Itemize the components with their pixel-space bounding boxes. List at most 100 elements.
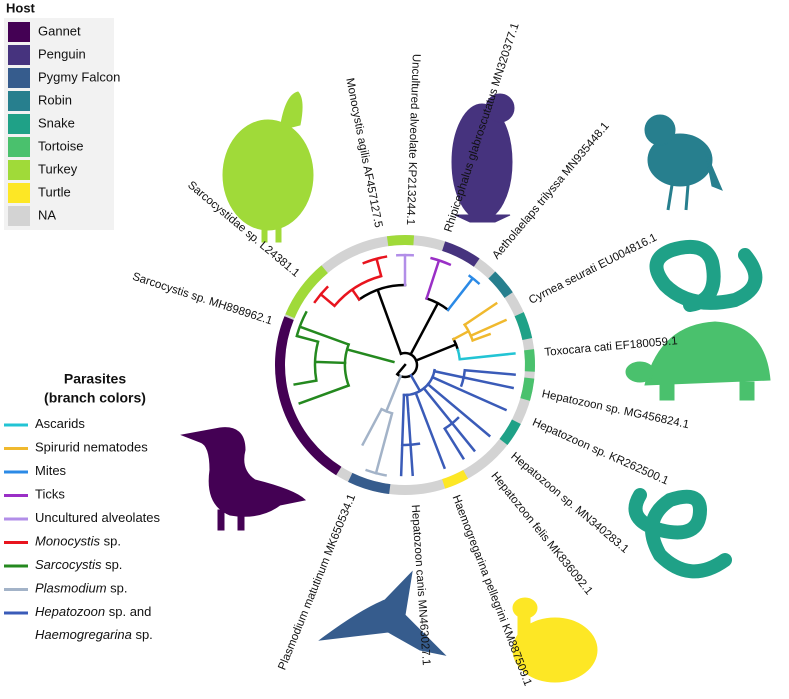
penguin-silhouette (451, 93, 515, 223)
ring-segment (499, 419, 521, 446)
legend-label-part: Hepatozoon (35, 604, 105, 619)
legend-label-part: Ticks (35, 487, 65, 502)
legend-swatch (8, 137, 30, 157)
legend-label: Monocystis sp. (35, 534, 121, 549)
tip-label: Haemogregarina pellegrini KM887509.1 (450, 494, 534, 688)
ring-segment (441, 241, 480, 267)
legend-label: Gannet (38, 23, 81, 38)
legend-swatch (8, 68, 30, 88)
tip-label: Cyrnea seurati EU004816.1 (527, 232, 659, 307)
legend-swatch (8, 45, 30, 65)
ring-segment (441, 469, 469, 489)
legend-label-part: Plasmodium (35, 581, 107, 596)
branch (430, 375, 508, 412)
legend-label-part: sp. (132, 627, 153, 642)
branch (405, 393, 415, 477)
legend-title: (branch colors) (44, 390, 146, 406)
ring-segment (514, 312, 533, 341)
branch (414, 391, 447, 470)
ring-segment (524, 349, 535, 372)
ring-segment (348, 472, 391, 495)
tip-label: Hepatozoon sp. KR262500.1 (530, 416, 670, 487)
branch (422, 386, 476, 453)
branch (408, 296, 450, 357)
gannet-silhouette (180, 427, 307, 531)
legend-label: Haemogregarina sp. (35, 627, 153, 642)
tip-label: Monocystis agilis AF457127.5 (343, 77, 384, 229)
legend-label-part: sp. and (105, 604, 151, 619)
branch (343, 342, 395, 388)
tip-label: Plasmodium matutinum MK650534.1 (276, 493, 358, 672)
legend-label: Ticks (35, 487, 65, 502)
branch (293, 310, 351, 405)
legend-label: NA (38, 207, 56, 222)
legend-swatch (8, 160, 30, 180)
legend-swatch (8, 206, 30, 226)
legend-label: Penguin (38, 46, 86, 61)
tip-label: Hepatozoon sp. MN340283.1 (508, 450, 630, 555)
legend-swatch (8, 114, 30, 134)
legend-swatch (8, 22, 30, 42)
turkey-silhouette (222, 91, 314, 243)
snake-silhouette (649, 240, 763, 312)
branch (357, 283, 407, 356)
legend-label: Uncultured alveolates (35, 510, 161, 525)
legend-label-part: sp. (107, 581, 128, 596)
branch (456, 348, 516, 361)
branch (400, 368, 516, 461)
legend-label-part: Spirurid nematodes (35, 440, 148, 455)
branch (414, 337, 460, 363)
host-ring (275, 235, 535, 495)
branch (313, 255, 388, 308)
tip-label: Hepatozoon felis MK836092.1 (488, 470, 594, 597)
branch (425, 256, 452, 301)
legend-title: Parasites (64, 371, 126, 387)
tortoise-silhouette (625, 321, 771, 401)
ring-segment (520, 377, 535, 401)
legend-swatch (8, 183, 30, 203)
legend-label-part: Ascarids (35, 416, 85, 431)
legend-label-part: sp. (100, 534, 121, 549)
legend-label: Sarcocystis sp. (35, 557, 122, 572)
branch (395, 351, 419, 379)
legend-label-part: Haemogregarina (35, 627, 132, 642)
tip-label: Sarcocystis sp. MH898962.1 (131, 271, 274, 328)
turtle-silhouette (512, 597, 598, 683)
legend-label-part: Uncultured alveolates (35, 510, 161, 525)
legend-label: Plasmodium sp. (35, 581, 128, 596)
legend-label: Mites (35, 463, 67, 478)
tip-label: Uncultured alveolate KP213244.1 (404, 54, 422, 226)
parasite-legend: Parasites (branch colors) Ascarids Spirur… (4, 371, 161, 642)
legend-label-part: Mites (35, 463, 67, 478)
legend-label-part: sp. (101, 557, 122, 572)
legend-label-part: Sarcocystis (35, 557, 102, 572)
legend-title: Host (6, 0, 36, 15)
legend-label: Turtle (38, 184, 71, 199)
ring-segment (488, 271, 513, 298)
ring-segment (386, 235, 415, 247)
host-silhouettes (180, 91, 771, 683)
branch (451, 323, 475, 342)
legend-swatch (8, 91, 30, 111)
legend-label: Ascarids (35, 416, 85, 431)
tree (293, 253, 516, 477)
branch (395, 253, 415, 287)
legend-label: Spirurid nematodes (35, 440, 148, 455)
branch (399, 393, 406, 477)
legend-label: Snake (38, 115, 75, 130)
ring-segment (285, 265, 328, 319)
branch (361, 374, 403, 477)
legend-label-part: Monocystis (35, 534, 101, 549)
legend-label: Turkey (38, 161, 78, 176)
branch (432, 369, 515, 390)
branch (426, 382, 492, 438)
legend-label: Pygmy Falcon (38, 69, 120, 84)
host-legend: Host Gannet Penguin Pygmy Falcon Robin Snake… (4, 0, 120, 230)
branch (402, 368, 436, 397)
legend-label: Hepatozoon sp. and (35, 604, 151, 619)
falcon-silhouette (318, 570, 447, 656)
branch (462, 301, 508, 342)
legend-label: Tortoise (38, 138, 84, 153)
branch (446, 274, 481, 312)
